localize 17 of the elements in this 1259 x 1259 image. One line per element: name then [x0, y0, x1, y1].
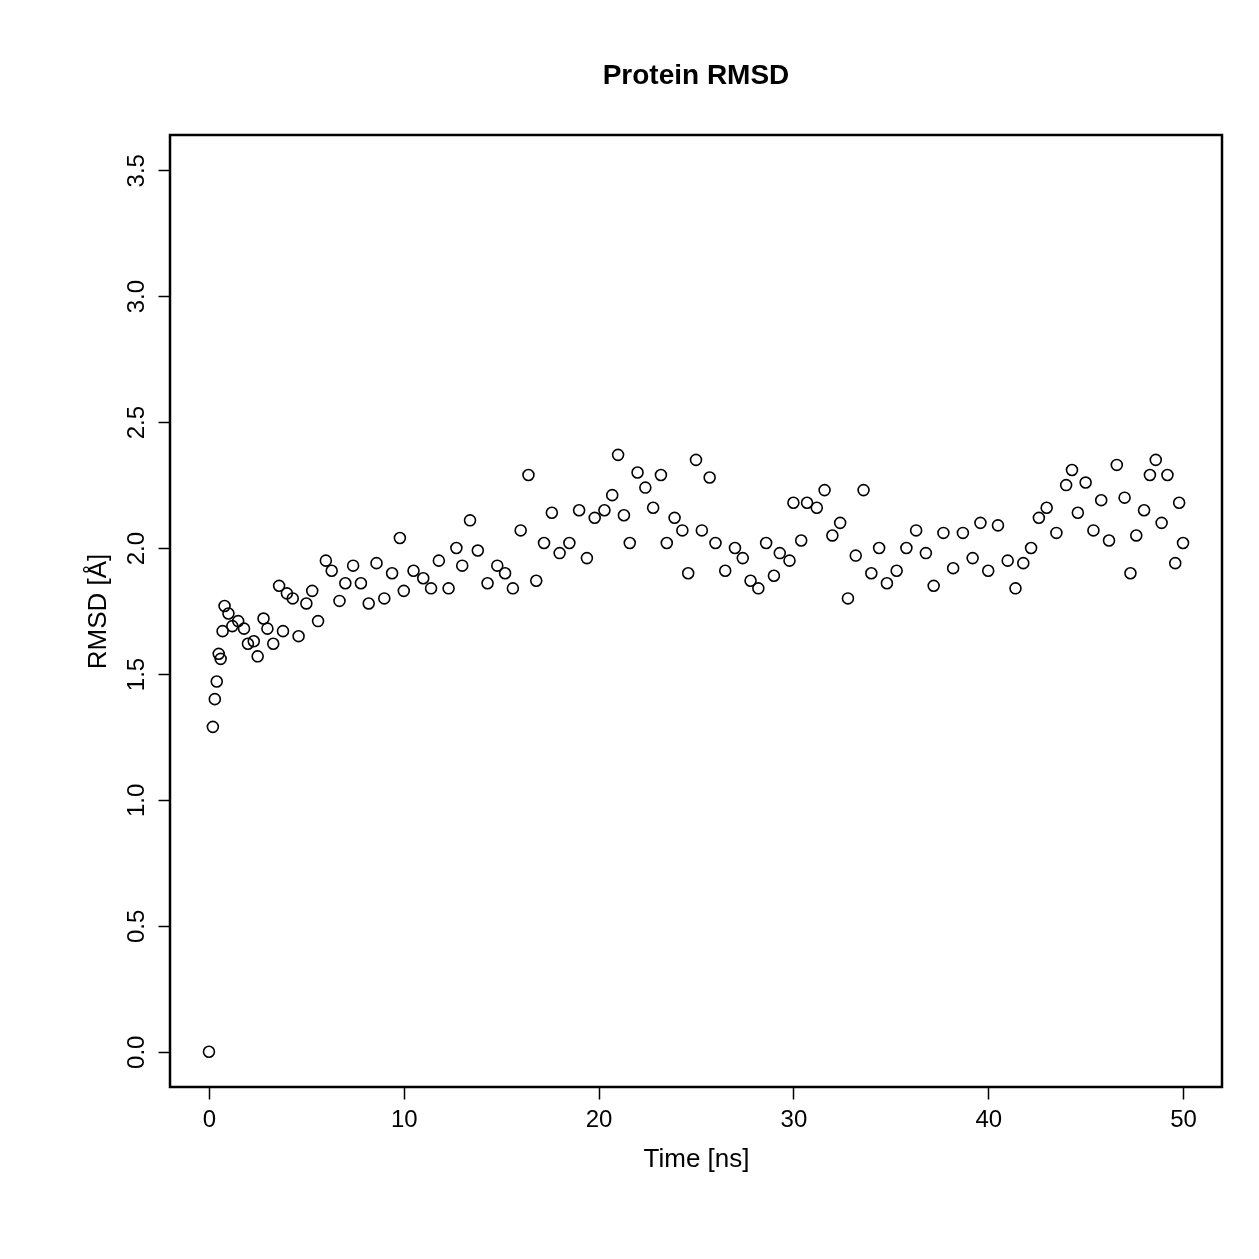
y-tick-label: 1.0: [121, 783, 149, 818]
y-tick-label: 3.5: [121, 154, 149, 188]
x-tick-label: 30: [780, 1104, 808, 1132]
x-tick-label: 40: [975, 1104, 1003, 1132]
x-tick-label: 50: [1170, 1104, 1197, 1132]
x-tick-label: 10: [390, 1104, 418, 1132]
y-tick-label: 2.5: [121, 405, 149, 440]
y-tick-label: 2.0: [121, 531, 149, 566]
x-tick-label: 20: [585, 1104, 613, 1132]
y-tick-label: 0.0: [121, 1035, 149, 1069]
y-tick-label: 3.0: [121, 280, 149, 314]
x-axis-title: Time [ns]: [643, 1142, 750, 1173]
x-tick-label: 0: [202, 1104, 217, 1132]
y-tick-label: 0.5: [121, 909, 149, 943]
y-axis-title: RMSD [Å]: [81, 553, 112, 670]
chart-title: Protein RMSD: [602, 59, 790, 90]
y-tick-label: 1.5: [121, 657, 149, 692]
